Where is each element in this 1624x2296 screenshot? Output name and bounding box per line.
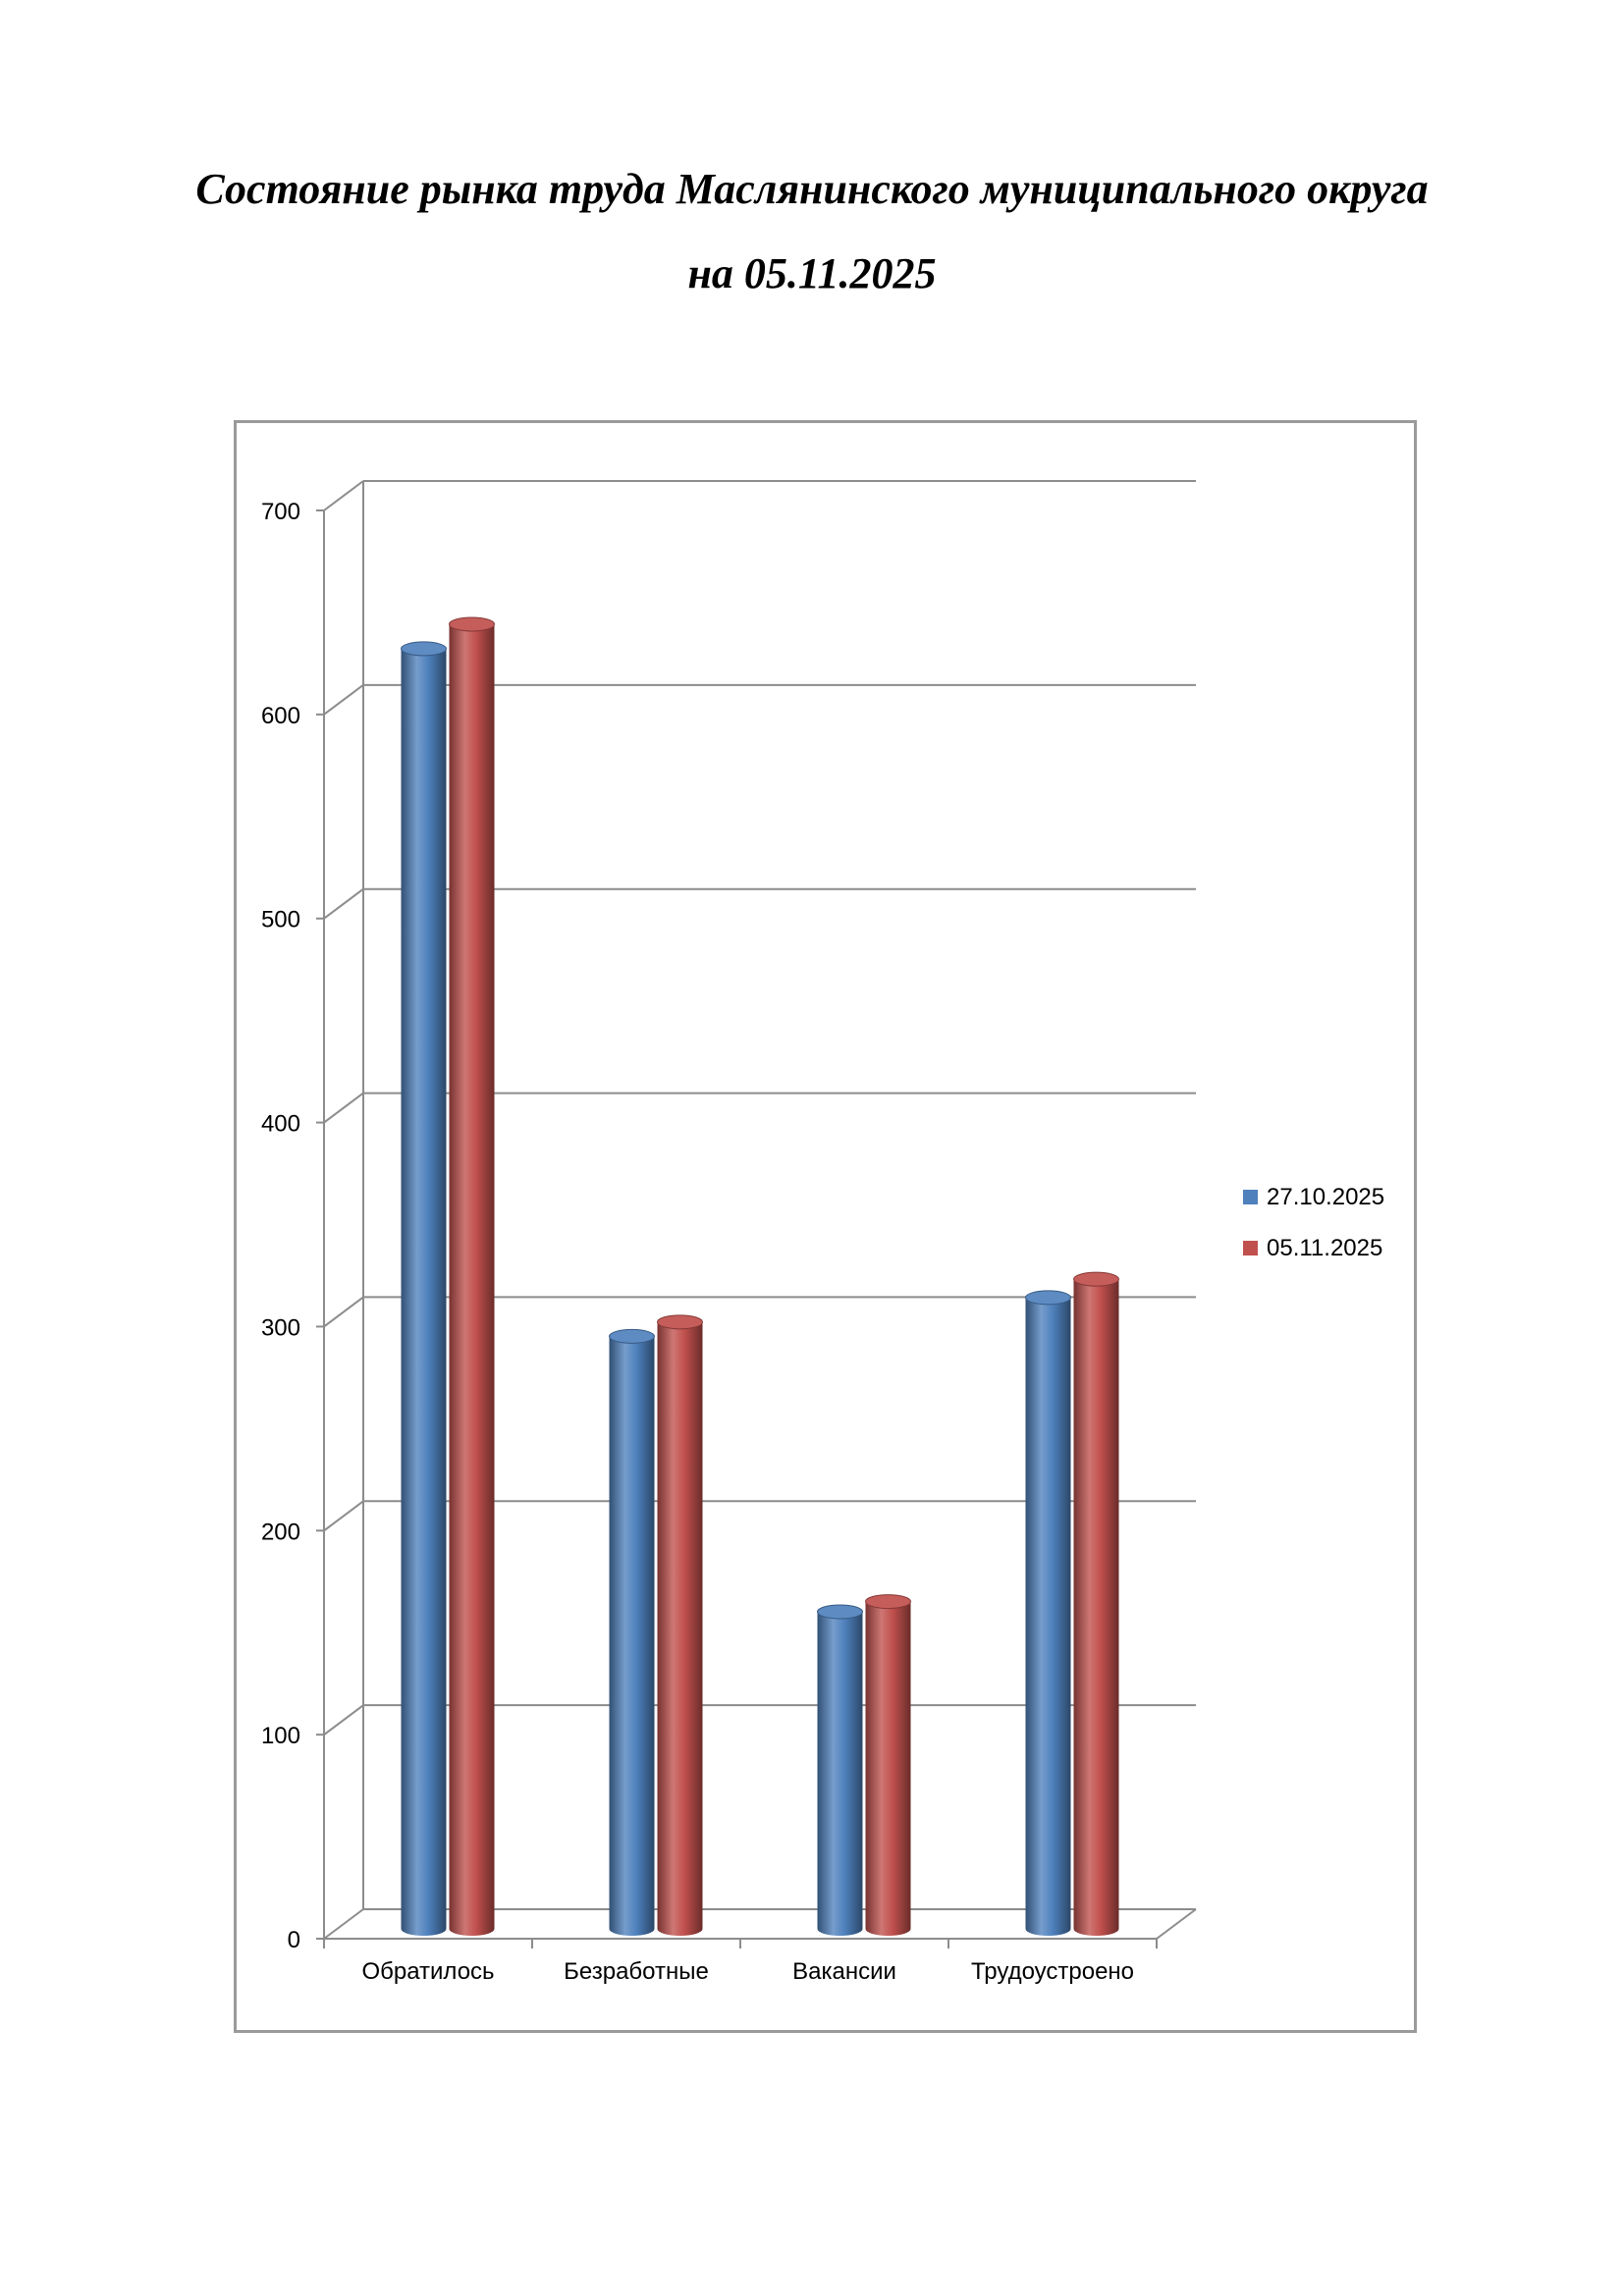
legend-swatch-1	[1243, 1241, 1258, 1255]
legend: 27.10.2025 05.11.2025	[1243, 1184, 1384, 1261]
gridline-depth-0	[323, 1908, 364, 1940]
bar-0-0	[401, 648, 447, 1937]
gridline-depth-500	[323, 887, 364, 920]
bar-layer	[401, 616, 1119, 1937]
page-title-line-2: на 05.11.2025	[687, 249, 937, 297]
legend-label-0: 27.10.2025	[1267, 1184, 1384, 1210]
bar-top-1-0	[449, 616, 495, 632]
label-layer: 0 100 200 300 400 500 600 700 Обратилось Безработ…	[261, 499, 1134, 1985]
y-tick-label-100: 100	[261, 1723, 300, 1749]
bar-1-0	[449, 623, 495, 1937]
bar-top-0-1	[609, 1328, 655, 1344]
x-tick-label-2: Вакансии	[792, 1958, 896, 1985]
x-tick-label-0: Обратилось	[361, 1958, 494, 1985]
y-tick-label-700: 700	[261, 499, 300, 525]
bar-1-3	[1073, 1279, 1119, 1936]
gridline-depth-400	[323, 1092, 364, 1124]
y-tick-label-0: 0	[288, 1927, 300, 1953]
y-tick-label-200: 200	[261, 1519, 300, 1545]
bar-top-0-3	[1025, 1290, 1071, 1306]
bar-top-1-2	[865, 1594, 911, 1610]
bar-1-2	[865, 1601, 911, 1936]
y-tick-label-500: 500	[261, 907, 300, 934]
bar-top-0-2	[817, 1604, 863, 1620]
bar-top-1-1	[657, 1314, 703, 1330]
x-axis-depth-edge	[1156, 1908, 1197, 1940]
legend-swatch-0	[1243, 1190, 1258, 1204]
bar-0-2	[817, 1611, 863, 1936]
bar-top-0-0	[401, 641, 447, 657]
gridline-depth-300	[323, 1296, 364, 1328]
y-tick-label-400: 400	[261, 1111, 300, 1138]
gridline-depth-200	[323, 1500, 364, 1532]
y-tick-label-600: 600	[261, 703, 300, 729]
bar-1-1	[657, 1321, 703, 1936]
page-title: Состояние рынка труда Маслянинского муни…	[0, 147, 1624, 316]
bar-0-3	[1025, 1297, 1071, 1936]
x-tick-label-3: Трудоустроено	[971, 1958, 1134, 1985]
gridline-depth-700	[323, 480, 364, 511]
gridline-depth-100	[323, 1704, 364, 1735]
axis-layer	[316, 481, 1197, 1949]
chart-frame	[234, 420, 1417, 2033]
bar-top-1-3	[1073, 1271, 1119, 1287]
page-title-line-1: Состояние рынка труда Маслянинского муни…	[195, 165, 1429, 213]
legend-label-1: 05.11.2025	[1267, 1235, 1382, 1261]
bar-0-1	[609, 1336, 655, 1936]
x-tick-label-1: Безработные	[564, 1958, 709, 1985]
gridline-depth-600	[323, 684, 364, 716]
y-tick-label-300: 300	[261, 1314, 300, 1341]
